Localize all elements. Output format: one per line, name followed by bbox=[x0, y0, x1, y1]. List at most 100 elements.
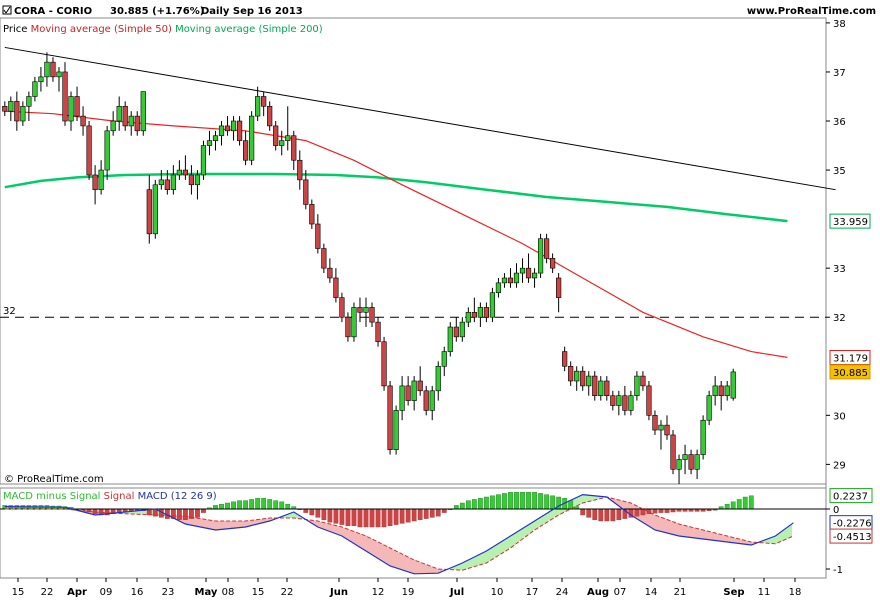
macd-hist-bar bbox=[471, 499, 477, 510]
macd-hist-bar bbox=[532, 492, 537, 510]
candle bbox=[700, 415, 706, 460]
candle bbox=[26, 91, 32, 122]
candle bbox=[399, 376, 405, 421]
macd-hist-bar bbox=[399, 508, 405, 524]
macd-hist-bar bbox=[616, 508, 622, 521]
macd-hist-bar bbox=[363, 508, 369, 528]
macd-legend: MACD minus Signal Signal MACD (12 26 9) bbox=[3, 491, 217, 502]
macd-hist-bar bbox=[405, 508, 411, 523]
macd-hist-bar bbox=[459, 502, 465, 510]
candle bbox=[236, 116, 243, 146]
candle bbox=[447, 322, 453, 357]
macd-hist-bar bbox=[664, 508, 670, 513]
candle bbox=[146, 174, 152, 244]
y-tick-label: 33 bbox=[833, 264, 846, 275]
candle bbox=[2, 101, 8, 117]
macd-hist-bar bbox=[736, 499, 742, 510]
candle bbox=[158, 170, 164, 190]
candle bbox=[297, 150, 303, 190]
candle bbox=[525, 253, 532, 283]
candle bbox=[315, 214, 321, 254]
macd-hist-bar bbox=[592, 508, 598, 521]
macd-hist-bar bbox=[610, 508, 616, 522]
candle bbox=[38, 67, 44, 92]
value-badges: 33.959 31.179 30.885 bbox=[829, 213, 871, 380]
candle bbox=[592, 371, 598, 401]
candle bbox=[405, 376, 411, 406]
candle bbox=[423, 385, 429, 416]
x-tick-label: 12 bbox=[372, 587, 385, 598]
candle bbox=[724, 380, 730, 401]
macd-hist-bar bbox=[453, 505, 459, 510]
candle bbox=[104, 125, 110, 180]
macd-hist-bar bbox=[748, 495, 754, 510]
candle bbox=[646, 380, 652, 421]
x-tick-label: 19 bbox=[402, 587, 415, 598]
macd-chart: 0 -1 0.2237 -0.2276 -0.4513 bbox=[0, 488, 873, 576]
macd-hist-bar bbox=[640, 508, 646, 516]
candle bbox=[556, 273, 562, 313]
x-tick-label: 08 bbox=[222, 587, 235, 598]
x-tick-label: 10 bbox=[491, 587, 504, 598]
macd-hist-bar bbox=[441, 508, 447, 513]
macd-hist-bar bbox=[724, 504, 730, 510]
macd-value-badge-label: -0.2276 bbox=[833, 519, 872, 530]
y-tick-label: 32 bbox=[833, 313, 846, 324]
macd-y-tick-label: 0 bbox=[833, 505, 839, 516]
macd-hist-bar bbox=[526, 492, 531, 510]
horizontal-level-line: 32 bbox=[0, 306, 826, 318]
macd-hist-bar bbox=[182, 508, 188, 521]
macd-hist-bar bbox=[429, 508, 435, 518]
trendline bbox=[4, 46, 836, 191]
candle bbox=[393, 405, 399, 455]
candle bbox=[224, 116, 231, 136]
value-badge-label: 30.885 bbox=[833, 368, 868, 379]
candle bbox=[333, 268, 339, 303]
candle bbox=[694, 449, 700, 480]
macd-hist-bar bbox=[345, 508, 351, 526]
candle bbox=[465, 307, 471, 328]
candles bbox=[2, 52, 736, 484]
candle bbox=[574, 366, 580, 391]
x-tick-label: Jul bbox=[449, 587, 464, 598]
candle bbox=[568, 361, 574, 386]
x-axis: 15 22 Apr 09 16 23 May 08 15 22 Jun 12 19 Jul 10 17 24 Au… bbox=[12, 578, 802, 598]
candle bbox=[14, 91, 20, 131]
candle bbox=[586, 371, 592, 396]
candle bbox=[279, 130, 285, 156]
candle bbox=[441, 346, 447, 377]
candle bbox=[706, 390, 712, 426]
signal-line bbox=[4, 496, 794, 571]
macd-hist-bar bbox=[381, 508, 387, 528]
candle bbox=[218, 121, 225, 146]
checkbox-icon[interactable] bbox=[2, 5, 12, 15]
y-tick-label: 37 bbox=[833, 68, 846, 79]
candle bbox=[640, 371, 646, 391]
macd-hist-bar bbox=[176, 508, 182, 521]
candle bbox=[182, 155, 189, 180]
macd-value-badge-label: -0.4513 bbox=[833, 532, 872, 543]
macd-hist-bar bbox=[219, 504, 224, 510]
candle bbox=[152, 179, 158, 239]
candle bbox=[375, 317, 381, 347]
macd-hist-bar bbox=[321, 508, 327, 521]
copyright: © ProRealTime.com bbox=[4, 474, 104, 485]
candle bbox=[369, 302, 375, 328]
macd-hist-bar bbox=[213, 505, 218, 510]
candle bbox=[206, 130, 213, 156]
candle bbox=[622, 385, 628, 416]
macd-value-badge-label: 0.2237 bbox=[833, 492, 868, 503]
macd-hist-bar bbox=[634, 508, 640, 517]
macd-hist-bar bbox=[502, 493, 507, 510]
candle bbox=[616, 390, 622, 416]
y-tick-label: 38 bbox=[833, 19, 846, 30]
candle bbox=[628, 390, 634, 416]
x-tick-label: 18 bbox=[789, 587, 802, 598]
candle bbox=[273, 121, 279, 151]
macd-hist-bar bbox=[658, 508, 664, 513]
macd-hist-bar bbox=[477, 498, 483, 510]
macd-hist-bar bbox=[333, 508, 339, 524]
candle bbox=[327, 258, 333, 283]
x-tick-label: 17 bbox=[526, 587, 539, 598]
candle bbox=[170, 165, 176, 195]
